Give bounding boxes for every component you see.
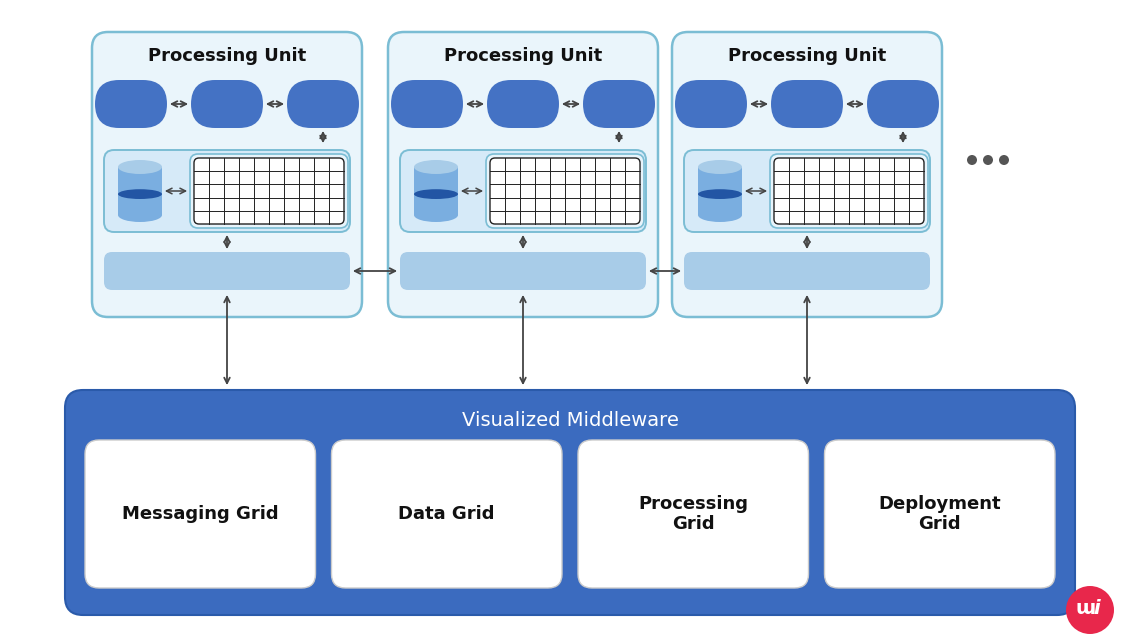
Text: Data Grid: Data Grid xyxy=(399,505,495,523)
Ellipse shape xyxy=(119,189,162,199)
FancyBboxPatch shape xyxy=(287,80,359,128)
FancyBboxPatch shape xyxy=(400,150,646,232)
FancyBboxPatch shape xyxy=(86,440,316,588)
Ellipse shape xyxy=(119,160,162,174)
FancyBboxPatch shape xyxy=(104,252,350,290)
FancyBboxPatch shape xyxy=(65,390,1075,615)
Ellipse shape xyxy=(414,160,458,174)
Text: Visualized Middleware: Visualized Middleware xyxy=(462,410,678,429)
FancyBboxPatch shape xyxy=(583,80,655,128)
FancyBboxPatch shape xyxy=(92,32,363,317)
Ellipse shape xyxy=(698,160,742,174)
FancyBboxPatch shape xyxy=(391,80,463,128)
FancyBboxPatch shape xyxy=(486,154,644,228)
Circle shape xyxy=(999,155,1009,165)
Text: Processing Unit: Processing Unit xyxy=(727,47,886,65)
Text: Messaging Grid: Messaging Grid xyxy=(122,505,278,523)
FancyBboxPatch shape xyxy=(770,154,928,228)
FancyBboxPatch shape xyxy=(671,32,942,317)
FancyBboxPatch shape xyxy=(684,150,930,232)
FancyBboxPatch shape xyxy=(684,252,930,290)
FancyBboxPatch shape xyxy=(192,80,263,128)
FancyBboxPatch shape xyxy=(332,440,562,588)
Circle shape xyxy=(983,155,993,165)
FancyBboxPatch shape xyxy=(578,440,808,588)
FancyBboxPatch shape xyxy=(400,252,646,290)
Text: ɯ: ɯ xyxy=(1076,599,1097,619)
Text: Processing
Grid: Processing Grid xyxy=(638,495,748,534)
FancyBboxPatch shape xyxy=(388,32,658,317)
FancyBboxPatch shape xyxy=(771,80,842,128)
FancyBboxPatch shape xyxy=(104,150,350,232)
Ellipse shape xyxy=(698,208,742,222)
FancyBboxPatch shape xyxy=(675,80,747,128)
Ellipse shape xyxy=(698,189,742,199)
FancyBboxPatch shape xyxy=(490,158,640,224)
FancyBboxPatch shape xyxy=(414,167,458,215)
Text: Deployment
Grid: Deployment Grid xyxy=(879,495,1001,534)
Text: i: i xyxy=(1093,599,1100,619)
Ellipse shape xyxy=(414,189,458,199)
Circle shape xyxy=(1066,586,1114,634)
FancyBboxPatch shape xyxy=(194,158,344,224)
FancyBboxPatch shape xyxy=(119,167,162,215)
Text: Processing Unit: Processing Unit xyxy=(148,47,307,65)
FancyBboxPatch shape xyxy=(190,154,348,228)
FancyBboxPatch shape xyxy=(95,80,166,128)
Ellipse shape xyxy=(119,208,162,222)
FancyBboxPatch shape xyxy=(698,167,742,215)
FancyBboxPatch shape xyxy=(487,80,559,128)
FancyBboxPatch shape xyxy=(774,158,925,224)
Ellipse shape xyxy=(414,208,458,222)
Text: Processing Unit: Processing Unit xyxy=(443,47,602,65)
Circle shape xyxy=(967,155,977,165)
FancyBboxPatch shape xyxy=(868,80,939,128)
FancyBboxPatch shape xyxy=(824,440,1054,588)
